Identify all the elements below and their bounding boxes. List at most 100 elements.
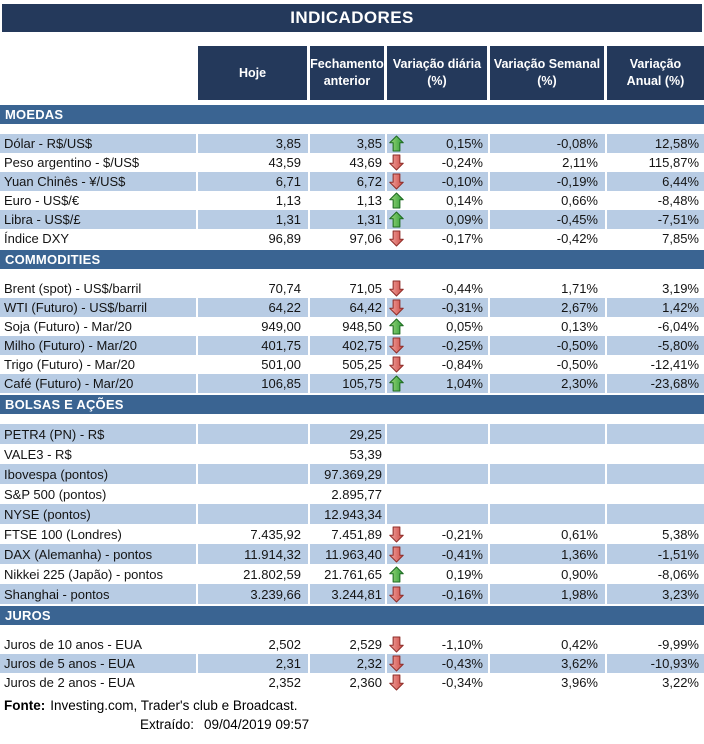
down-arrow-icon	[388, 173, 405, 190]
row-label: Ibovespa (pontos)	[0, 464, 198, 484]
down-arrow-icon	[388, 674, 405, 691]
row-label: S&P 500 (pontos)	[0, 484, 198, 504]
cell-variacao-anual: -6,04%	[607, 317, 704, 336]
row-label: NYSE (pontos)	[0, 504, 198, 524]
section-title: COMMODITIES	[5, 252, 101, 267]
section-title: MOEDAS	[5, 107, 64, 122]
cell-variacao-diaria	[387, 424, 490, 444]
down-arrow-icon	[388, 545, 405, 563]
up-arrow-icon	[388, 135, 405, 152]
variacao-diaria-value: -0,34%	[441, 675, 483, 690]
row-label: Trigo (Futuro) - Mar/20	[0, 355, 198, 374]
source-label: Fonte:	[4, 698, 46, 713]
cell-variacao-anual: 3,22%	[607, 673, 704, 692]
cell-variacao-anual: 6,44%	[607, 172, 704, 191]
table-row: Euro - US$/€ 1,13 1,13 0,14% 0,66% -8,48%	[0, 191, 704, 210]
variacao-diaria-value: 0,05%	[446, 319, 483, 334]
variacao-diaria-value: -0,31%	[441, 300, 483, 315]
row-label: Shanghai - pontos	[0, 584, 198, 604]
variacao-diaria-value: 1,04%	[446, 376, 483, 391]
footer: Fonte: Investing.com, Trader's club e Br…	[0, 696, 704, 734]
cell-variacao-semanal: -0,50%	[490, 355, 607, 374]
table-row: Libra - US$/£ 1,31 1,31 0,09% -0,45% -7,51%	[0, 210, 704, 229]
cell-hoje: 3,85	[198, 134, 310, 153]
table-row: Café (Futuro) - Mar/20 106,85 105,75 1,04%…	[0, 374, 704, 393]
cell-hoje	[198, 464, 310, 484]
row-label: Nikkei 225 (Japão) - pontos	[0, 564, 198, 584]
arrow-slot-empty	[388, 426, 405, 443]
cell-variacao-semanal	[490, 424, 607, 444]
cell-variacao-semanal: -0,19%	[490, 172, 607, 191]
cell-variacao-anual: 12,58%	[607, 134, 704, 153]
label-column-spacer	[0, 46, 198, 100]
cell-variacao-semanal: -0,45%	[490, 210, 607, 229]
cell-fechamento: 2,529	[310, 635, 387, 654]
row-label: Libra - US$/£	[0, 210, 198, 229]
cell-variacao-semanal: 0,42%	[490, 635, 607, 654]
table-row: Nikkei 225 (Japão) - pontos 21.802,59 21.7…	[0, 564, 704, 584]
cell-hoje: 2,31	[198, 654, 310, 673]
table-row: Shanghai - pontos 3.239,66 3.244,81 -0,16%…	[0, 584, 704, 604]
cell-variacao-semanal: 2,67%	[490, 298, 607, 317]
cell-variacao-semanal: 2,30%	[490, 374, 607, 393]
cell-variacao-semanal: 1,98%	[490, 584, 607, 604]
variacao-diaria-value: -0,10%	[441, 174, 483, 189]
variacao-diaria-value: -0,43%	[441, 656, 483, 671]
extracted-label: Extraído:	[140, 717, 195, 732]
variacao-diaria-value: -1,10%	[441, 637, 483, 652]
down-arrow-icon	[388, 655, 405, 672]
cell-variacao-semanal	[490, 484, 607, 504]
cell-fechamento: 2,32	[310, 654, 387, 673]
cell-hoje: 64,22	[198, 298, 310, 317]
column-header-fechamento: Fechamento anterior	[310, 46, 387, 100]
cell-hoje: 96,89	[198, 229, 310, 248]
up-arrow-icon	[388, 211, 405, 228]
cell-variacao-diaria: -0,34%	[387, 673, 490, 692]
section-header-bolsas-e-acoes: BOLSAS E AÇÕES	[0, 395, 704, 414]
column-header-variacao-anual: Variação Anual (%)	[607, 46, 704, 100]
cell-hoje: 7.435,92	[198, 524, 310, 544]
cell-fechamento: 6,72	[310, 172, 387, 191]
variacao-diaria-value: -0,21%	[441, 526, 483, 542]
page-title: INDICADORES	[2, 4, 702, 32]
table-row: Juros de 10 anos - EUA 2,502 2,529 -1,10% 0…	[0, 635, 704, 654]
cell-fechamento: 1,13	[310, 191, 387, 210]
arrow-slot-empty	[388, 446, 405, 463]
table-row: Milho (Futuro) - Mar/20 401,75 402,75 -0,2…	[0, 336, 704, 355]
cell-variacao-anual: 5,38%	[607, 524, 704, 544]
table-row: Índice DXY 96,89 97,06 -0,17% -0,42% 7,85%	[0, 229, 704, 248]
table-row: WTI (Futuro) - US$/barril 64,22 64,42 -0,3…	[0, 298, 704, 317]
cell-variacao-diaria: 1,04%	[387, 374, 490, 393]
column-header-variacao-semanal: Variação Semanal (%)	[490, 46, 607, 100]
down-arrow-icon	[388, 299, 405, 316]
cell-variacao-diaria: -0,16%	[387, 584, 490, 604]
cell-variacao-semanal: 0,13%	[490, 317, 607, 336]
cell-variacao-diaria	[387, 444, 490, 464]
section-header-commodities: COMMODITIES	[0, 250, 704, 269]
arrow-slot-empty	[388, 466, 405, 483]
variacao-diaria-value: -0,17%	[441, 231, 483, 246]
cell-fechamento: 7.451,89	[310, 524, 387, 544]
section-rows-moedas: Dólar - R$/US$ 3,85 3,85 0,15% -0,08% 12,58%…	[0, 134, 704, 248]
cell-variacao-anual	[607, 424, 704, 444]
up-arrow-icon	[388, 565, 405, 583]
row-label: Soja (Futuro) - Mar/20	[0, 317, 198, 336]
row-label: Índice DXY	[0, 229, 198, 248]
cell-variacao-anual: 7,85%	[607, 229, 704, 248]
row-label: Milho (Futuro) - Mar/20	[0, 336, 198, 355]
cell-hoje: 1,13	[198, 191, 310, 210]
cell-fechamento: 2,360	[310, 673, 387, 692]
cell-variacao-semanal: -0,42%	[490, 229, 607, 248]
section-header-moedas: MOEDAS	[0, 105, 704, 124]
cell-variacao-diaria: 0,19%	[387, 564, 490, 584]
cell-variacao-semanal: 0,66%	[490, 191, 607, 210]
variacao-diaria-value: 0,09%	[446, 212, 483, 227]
row-label: WTI (Futuro) - US$/barril	[0, 298, 198, 317]
variacao-diaria-value: 0,15%	[446, 136, 483, 151]
variacao-diaria-value: -0,44%	[441, 281, 483, 296]
cell-hoje	[198, 504, 310, 524]
cell-fechamento: 64,42	[310, 298, 387, 317]
source-line: Fonte: Investing.com, Trader's club e Br…	[0, 696, 704, 715]
cell-variacao-diaria: 0,14%	[387, 191, 490, 210]
cell-fechamento: 11.963,40	[310, 544, 387, 564]
